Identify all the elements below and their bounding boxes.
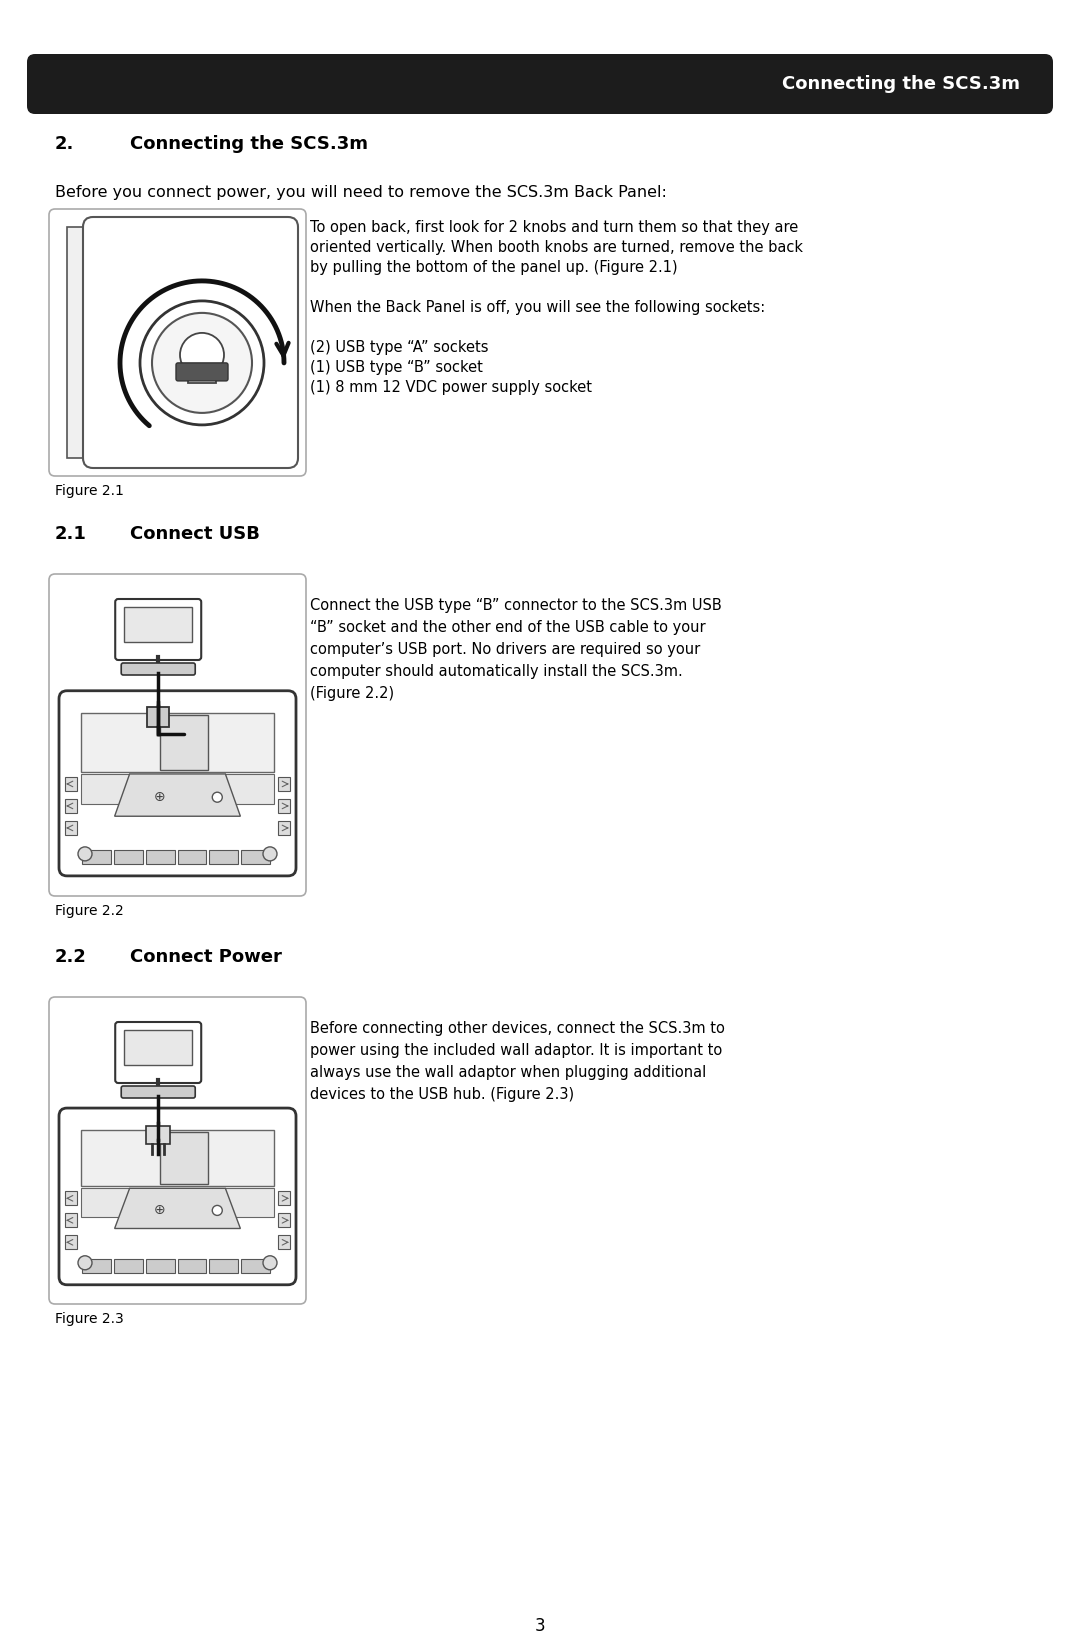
Text: Connecting the SCS.3m: Connecting the SCS.3m [130, 135, 368, 153]
Bar [278, 777, 291, 792]
Text: Figure 2.1: Figure 2.1 [55, 484, 124, 499]
Circle shape [78, 1256, 92, 1269]
Polygon shape [114, 774, 241, 816]
FancyBboxPatch shape [116, 599, 201, 660]
Text: ⊕: ⊕ [154, 1203, 165, 1218]
Bar [65, 821, 77, 835]
Circle shape [78, 848, 92, 861]
Bar [188, 374, 216, 384]
Text: When the Back Panel is off, you will see the following sockets:: When the Back Panel is off, you will see… [310, 300, 766, 314]
Bar [177, 1259, 206, 1272]
Bar [160, 714, 208, 770]
Text: (2) USB type “A” sockets: (2) USB type “A” sockets [310, 341, 488, 356]
FancyBboxPatch shape [49, 574, 306, 895]
Bar [278, 821, 291, 835]
FancyBboxPatch shape [116, 1022, 201, 1083]
Text: Figure 2.3: Figure 2.3 [55, 1312, 124, 1327]
Bar [82, 849, 111, 864]
FancyBboxPatch shape [49, 209, 306, 476]
Bar [124, 1030, 192, 1065]
Bar [177, 849, 206, 864]
Text: 2.1: 2.1 [55, 525, 86, 543]
Circle shape [140, 301, 264, 425]
Circle shape [264, 848, 276, 861]
Text: devices to the USB hub. (Figure 2.3): devices to the USB hub. (Figure 2.3) [310, 1086, 575, 1103]
Text: (1) USB type “B” socket: (1) USB type “B” socket [310, 360, 483, 375]
FancyBboxPatch shape [27, 54, 1053, 114]
Text: To open back, first look for 2 knobs and turn them so that they are: To open back, first look for 2 knobs and… [310, 221, 798, 235]
Bar [188, 356, 216, 384]
Bar [82, 1259, 111, 1272]
Text: power using the included wall adaptor. It is important to: power using the included wall adaptor. I… [310, 1044, 723, 1058]
Bar [65, 1192, 77, 1205]
Bar [65, 1234, 77, 1249]
Bar [113, 1259, 143, 1272]
Text: Before you connect power, you will need to remove the SCS.3m Back Panel:: Before you connect power, you will need … [55, 184, 666, 201]
Circle shape [180, 332, 224, 377]
Bar [65, 798, 77, 813]
FancyBboxPatch shape [59, 1108, 296, 1286]
Bar [160, 1132, 208, 1185]
Bar [81, 1188, 130, 1218]
FancyBboxPatch shape [121, 663, 195, 675]
Circle shape [152, 313, 252, 413]
Bar [210, 849, 239, 864]
FancyBboxPatch shape [121, 1086, 195, 1098]
Text: Connecting the SCS.3m: Connecting the SCS.3m [782, 76, 1020, 94]
Text: 2.: 2. [55, 135, 75, 153]
Bar [65, 1213, 77, 1228]
Bar [147, 708, 170, 728]
Text: computer’s USB port. No drivers are required so your: computer’s USB port. No drivers are requ… [310, 642, 700, 657]
Text: (1) 8 mm 12 VDC power supply socket: (1) 8 mm 12 VDC power supply socket [310, 380, 592, 395]
Bar [278, 1213, 291, 1228]
Text: “B” socket and the other end of the USB cable to your: “B” socket and the other end of the USB … [310, 621, 705, 635]
Bar [226, 774, 274, 805]
Text: by pulling the bottom of the panel up. (Figure 2.1): by pulling the bottom of the panel up. (… [310, 260, 677, 275]
Text: (Figure 2.2): (Figure 2.2) [310, 686, 394, 701]
Text: computer should automatically install the SCS.3m.: computer should automatically install th… [310, 663, 683, 680]
Text: oriented vertically. When booth knobs are turned, remove the back: oriented vertically. When booth knobs ar… [310, 240, 804, 255]
Bar [81, 1131, 274, 1187]
Text: Connect USB: Connect USB [130, 525, 260, 543]
Text: always use the wall adaptor when plugging additional: always use the wall adaptor when pluggin… [310, 1065, 706, 1080]
Text: 3: 3 [535, 1616, 545, 1634]
FancyBboxPatch shape [176, 362, 228, 380]
Circle shape [264, 1256, 276, 1269]
Text: Figure 2.2: Figure 2.2 [55, 904, 124, 918]
Bar [146, 849, 175, 864]
Bar [278, 798, 291, 813]
Bar [81, 774, 130, 805]
FancyBboxPatch shape [83, 217, 298, 467]
Polygon shape [114, 1188, 241, 1228]
FancyBboxPatch shape [49, 997, 306, 1304]
Text: ⊕: ⊕ [154, 790, 165, 805]
Bar [67, 227, 89, 458]
FancyBboxPatch shape [59, 691, 296, 876]
Bar [226, 1188, 274, 1218]
Circle shape [213, 792, 222, 802]
Text: Connect Power: Connect Power [130, 948, 282, 966]
Bar [113, 849, 143, 864]
Bar [241, 1259, 270, 1272]
Bar [146, 1259, 175, 1272]
Bar [278, 1192, 291, 1205]
Text: Before connecting other devices, connect the SCS.3m to: Before connecting other devices, connect… [310, 1021, 725, 1035]
Bar [124, 607, 192, 642]
Bar [241, 849, 270, 864]
Bar [278, 1234, 291, 1249]
Text: Connect the USB type “B” connector to the SCS.3m USB: Connect the USB type “B” connector to th… [310, 597, 721, 612]
Circle shape [213, 1205, 222, 1215]
Bar [65, 777, 77, 792]
Bar [146, 1126, 171, 1144]
Bar [81, 713, 274, 772]
Bar [210, 1259, 239, 1272]
Text: 2.2: 2.2 [55, 948, 86, 966]
